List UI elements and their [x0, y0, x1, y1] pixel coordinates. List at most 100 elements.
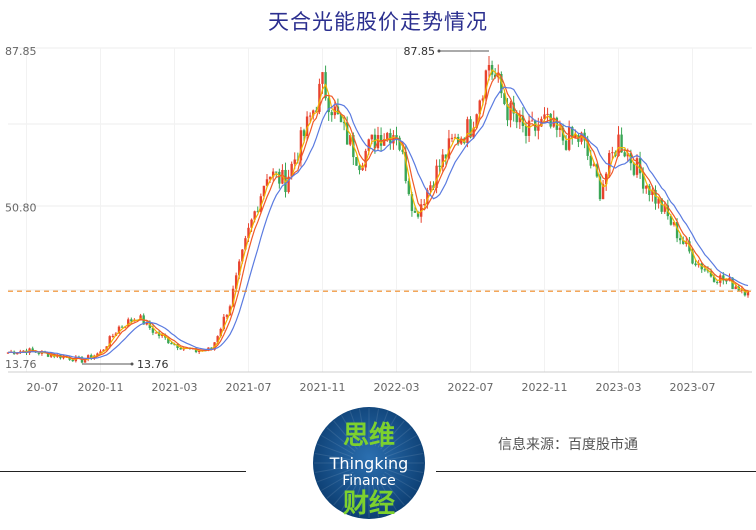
candle-body [592, 164, 596, 166]
chart-annotations: 87.85 13.76 13.76 [5, 45, 752, 371]
candle-body [68, 357, 71, 360]
candle-body [709, 271, 713, 277]
candle-body [241, 249, 244, 262]
candle-body [543, 114, 546, 119]
x-tick-label: 2020-11 [78, 381, 124, 394]
candle-body [222, 316, 226, 329]
candle-body [117, 326, 121, 334]
candle-body [219, 328, 222, 337]
candle-body [321, 72, 324, 84]
candle-body [111, 335, 115, 337]
candle-body [537, 126, 540, 131]
price-chart: 87.85 50.80 20-07 2020-11 2021-03 2021-07 202… [5, 45, 752, 394]
candle-body [253, 211, 256, 220]
x-tick-label: 20-07 [27, 381, 59, 394]
candle-body [648, 185, 651, 196]
candle-body [398, 137, 401, 150]
y-axis: 87.85 50.80 [5, 45, 37, 215]
candle-body [231, 288, 235, 307]
candle-body [675, 222, 679, 239]
candle-body [127, 319, 130, 327]
candle-body [151, 328, 155, 333]
candle-body [611, 152, 614, 154]
candle-body [515, 113, 518, 123]
candle-body [339, 113, 343, 123]
candle-body [441, 154, 444, 167]
candle-body [216, 336, 219, 343]
candle-body [361, 167, 364, 171]
candle-body [265, 179, 269, 186]
logo-middle-line2: Finance [342, 473, 396, 489]
divider-left [0, 471, 246, 472]
candle-body [574, 135, 577, 138]
candle-body [395, 135, 398, 138]
candle-body [715, 281, 719, 283]
candle-body [589, 155, 592, 166]
candle-body [228, 306, 232, 316]
candle-body [722, 275, 725, 281]
ma-short-line [7, 69, 749, 361]
candle-body [657, 198, 660, 204]
candle-body [712, 276, 716, 282]
candle-body [401, 149, 404, 152]
candle-body [725, 280, 728, 282]
candle-body [571, 127, 574, 138]
y-tick-label: 50.80 [5, 202, 37, 215]
candle-body [438, 165, 441, 167]
candle-body [71, 359, 74, 362]
candle-body [404, 151, 407, 182]
chart-title: 天合光能股价走势情况 [268, 10, 488, 34]
thinking-finance-logo: 思维 Thingking Finance 财经 [313, 407, 425, 519]
candle-body [503, 93, 506, 105]
candle-body [83, 359, 87, 363]
candle-body [506, 104, 509, 121]
candle-body [278, 171, 281, 184]
candle-body [456, 136, 460, 144]
candle-body [349, 135, 352, 145]
max-label: 87.85 [404, 45, 436, 58]
candle-body [259, 196, 263, 212]
candle-body [31, 348, 34, 351]
candle-body [466, 119, 469, 144]
candle-body [678, 238, 682, 241]
candle-body [268, 176, 272, 180]
logo-bottom-text: 财经 [343, 488, 395, 519]
candle-body [173, 344, 176, 346]
candle-body [281, 169, 284, 184]
candle-body [460, 138, 463, 144]
candle-body [530, 120, 534, 122]
logo-middle-line1: Thingking [329, 454, 409, 473]
y-min-label: 13.76 [5, 358, 37, 371]
candle-body [234, 275, 238, 289]
candle-body [6, 352, 10, 354]
candle-body [305, 116, 309, 136]
candle-body [598, 176, 602, 200]
candle-body [102, 349, 105, 352]
candle-body [293, 159, 296, 164]
candle-body [719, 275, 722, 283]
candle-body [96, 353, 99, 356]
candle-body [197, 350, 201, 352]
candle-body [450, 137, 454, 139]
candle-body [373, 134, 377, 149]
logo-rays [314, 408, 424, 518]
candle-body [694, 263, 697, 266]
candle-body [481, 98, 485, 101]
x-tick-label: 2021-11 [300, 381, 346, 394]
candle-body [262, 185, 266, 197]
candle-body [364, 150, 367, 168]
candle-body [108, 336, 111, 347]
candle-body [308, 115, 312, 117]
candle-body [524, 125, 528, 136]
candle-body [275, 171, 278, 173]
candle-body [475, 114, 478, 128]
candle-body [179, 348, 182, 350]
candle-body [271, 171, 275, 177]
candle-body [330, 112, 333, 116]
moving-average-lines [7, 69, 749, 361]
x-tick-label: 2022-07 [448, 381, 494, 394]
logo-circle [313, 407, 425, 519]
candle-body [46, 352, 50, 357]
candle-body [160, 334, 164, 336]
ma-mid-line [7, 71, 749, 361]
